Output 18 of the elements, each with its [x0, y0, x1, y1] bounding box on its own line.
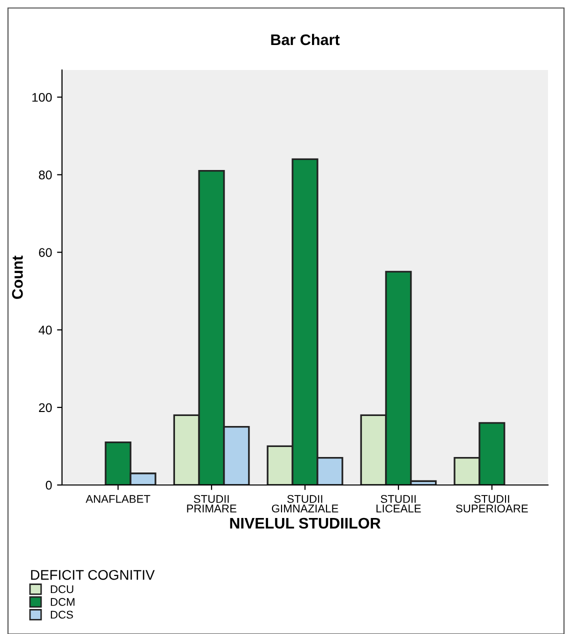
y-tick-label: 100: [32, 92, 52, 102]
legend-label: DCS: [50, 610, 73, 619]
x-tick-label: STUDII SUPERIOARE: [456, 495, 528, 512]
chart-title: Bar Chart: [271, 34, 340, 46]
y-axis-title: Count: [12, 256, 23, 299]
x-tick-label: STUDII PRIMARE: [187, 495, 236, 512]
y-tick-label: 40: [38, 326, 52, 335]
x-tick-label: STUDII GIMNAZIALE: [272, 495, 338, 512]
x-axis-title: NIVELUL STUDIILOR: [230, 518, 381, 529]
legend-title: DEFICIT COGNITIV: [31, 570, 155, 580]
x-tick-label: ANAFLABET: [86, 495, 150, 503]
legend-label: DCM: [50, 598, 74, 606]
y-tick-label: 20: [39, 403, 52, 412]
y-tick-label: 0: [46, 480, 52, 490]
x-tick-label: STUDII LICEALE: [376, 495, 421, 512]
y-tick-label: 60: [39, 248, 52, 257]
legend-label: DCU: [50, 585, 74, 594]
y-tick-label: 80: [38, 170, 52, 180]
